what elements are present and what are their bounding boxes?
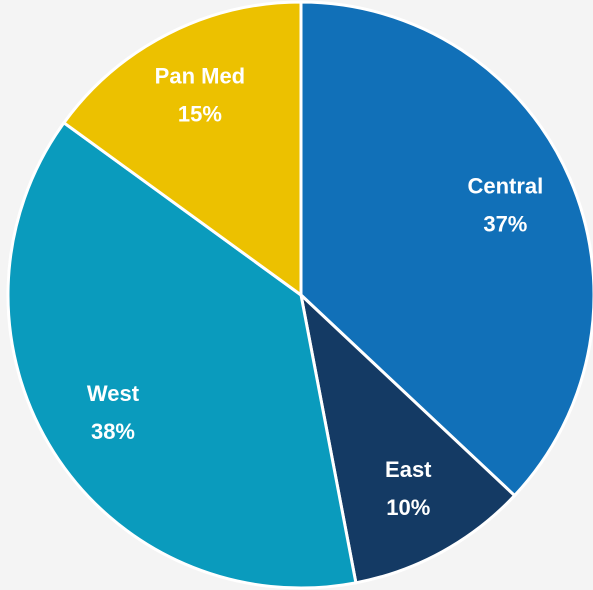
slice-label: East xyxy=(385,457,432,482)
slice-label: Central xyxy=(467,173,543,198)
slice-label: Pan Med xyxy=(155,63,245,88)
pie-slice xyxy=(299,0,593,498)
slice-label: West xyxy=(87,381,140,406)
slice-value-label: 15% xyxy=(178,101,222,126)
slice-value-label: 37% xyxy=(483,211,527,236)
pie-slice xyxy=(299,293,517,585)
pie-slice xyxy=(6,121,358,590)
slice-value-label: 10% xyxy=(386,495,430,520)
pie-slice xyxy=(62,0,303,297)
slice-value-label: 38% xyxy=(91,419,135,444)
